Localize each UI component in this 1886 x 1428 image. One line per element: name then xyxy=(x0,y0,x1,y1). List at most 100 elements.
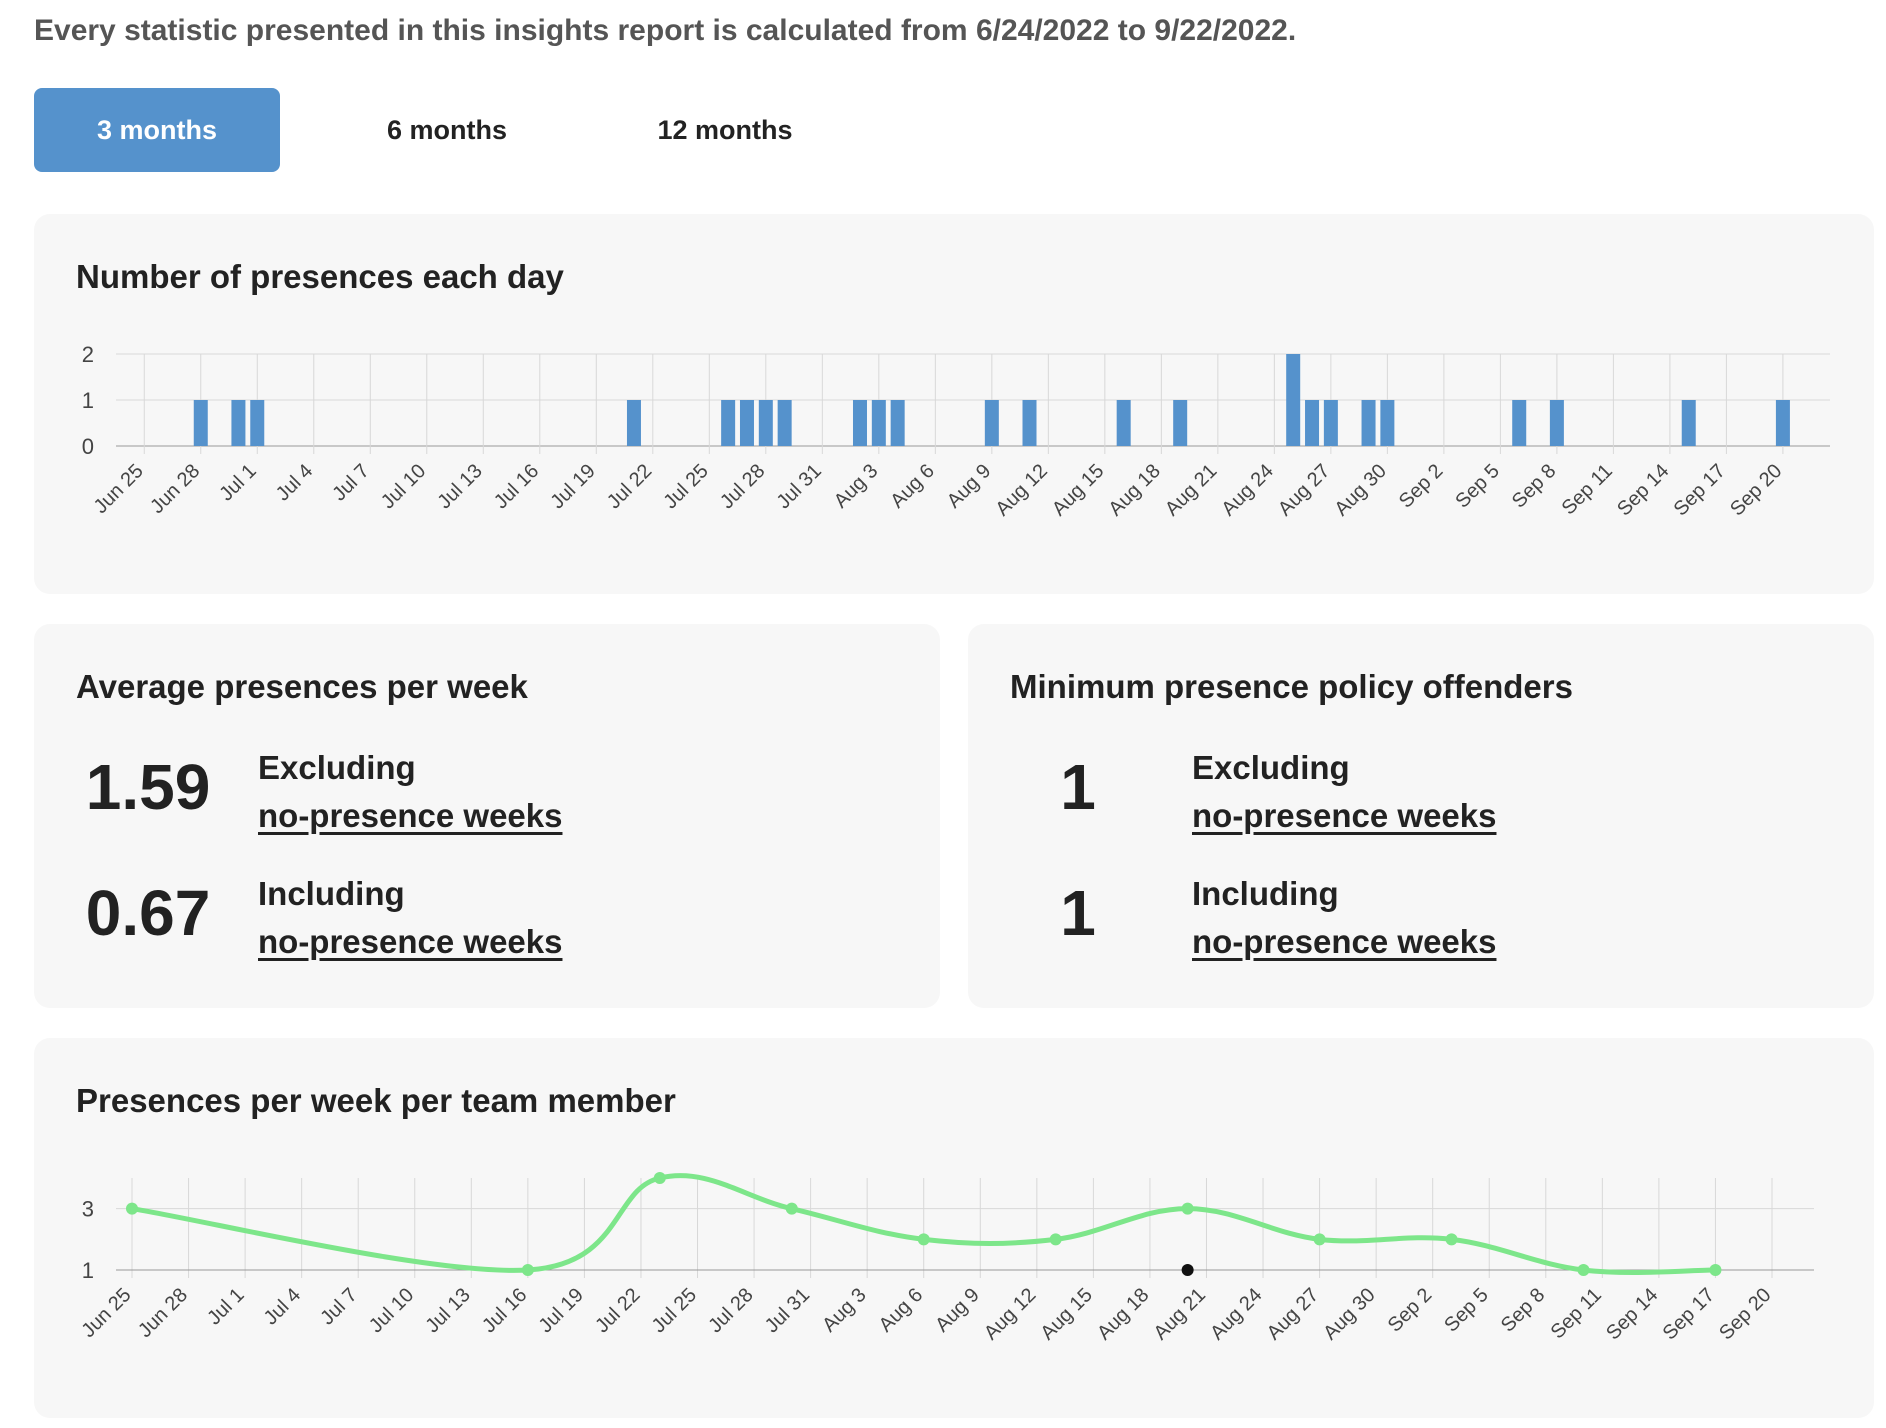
bar xyxy=(1286,354,1301,446)
average-excluding-value: 1.59 xyxy=(85,751,211,823)
x-tick-label: Jul 16 xyxy=(478,1284,531,1337)
x-tick-label: Jun 25 xyxy=(90,460,148,518)
data-point xyxy=(1577,1264,1590,1276)
x-tick-label: Jul 4 xyxy=(260,1284,305,1329)
x-tick-label: Aug 3 xyxy=(818,1284,871,1337)
bar xyxy=(193,400,208,446)
daily-chart-title: Number of presences each day xyxy=(76,258,564,295)
offenders-including-value: 1 xyxy=(1060,877,1096,949)
x-tick-label: Sep 20 xyxy=(1726,460,1786,520)
report-intro: Every statistic presented in this insigh… xyxy=(34,14,1297,47)
x-tick-label: Sep 11 xyxy=(1547,1284,1606,1343)
bar xyxy=(890,400,905,446)
offenders-excluding-label: Excluding no-presence weeks xyxy=(1192,744,1496,840)
bar xyxy=(721,400,736,446)
tab-6-months[interactable]: 6 months xyxy=(386,115,507,145)
tab-12-months[interactable]: 12 months xyxy=(657,115,793,145)
x-tick-label: Sep 8 xyxy=(1497,1284,1550,1337)
x-tick-label: Sep 2 xyxy=(1395,460,1448,513)
x-tick-label: Sep 8 xyxy=(1508,460,1561,513)
data-point xyxy=(1445,1233,1458,1246)
x-tick-label: Aug 9 xyxy=(943,460,996,513)
x-tick-label: Jul 25 xyxy=(648,1284,701,1337)
daily-presences-card: Number of presences each day 0 1 2 Jun 25 Ju… xyxy=(34,214,1874,594)
x-tick-label: Aug 27 xyxy=(1274,460,1334,520)
x-tick-label: Sep 14 xyxy=(1613,460,1673,520)
x-tick-label: Jul 10 xyxy=(377,460,430,513)
y-tick-label: 0 xyxy=(82,434,94,459)
x-tick-label: Sep 5 xyxy=(1451,460,1504,513)
x-tick-label: Sep 5 xyxy=(1440,1284,1493,1337)
offenders-card-title: Minimum presence policy offenders xyxy=(1010,668,1573,705)
data-point xyxy=(126,1202,138,1215)
x-tick-label: Aug 12 xyxy=(980,1284,1040,1344)
including-text: Including xyxy=(1192,875,1339,912)
bar xyxy=(852,400,867,446)
x-tick-label: Aug 24 xyxy=(1206,1284,1266,1344)
bar xyxy=(250,400,265,446)
average-card-title: Average presences per week xyxy=(76,668,528,705)
x-tick-label: Aug 24 xyxy=(1218,460,1278,520)
bar xyxy=(231,400,246,446)
x-tick-label: Jul 4 xyxy=(272,460,317,505)
series-line xyxy=(131,1173,1716,1275)
no-presence-weeks-link[interactable]: no-presence weeks xyxy=(258,797,563,834)
bar xyxy=(1361,400,1376,446)
x-tick-label: Jul 28 xyxy=(716,460,769,513)
data-point xyxy=(653,1172,666,1184)
average-excluding-label: Excluding no-presence weeks xyxy=(258,744,562,840)
x-tick-label: Sep 2 xyxy=(1384,1284,1437,1337)
bar xyxy=(1775,400,1790,446)
x-tick-label: Jul 10 xyxy=(365,1284,418,1337)
x-tick-label: Sep 14 xyxy=(1602,1284,1662,1344)
x-tick-label: Jul 1 xyxy=(203,1284,248,1329)
x-tick-label: Aug 30 xyxy=(1331,460,1391,520)
x-tick-label: Aug 6 xyxy=(886,460,939,513)
x-tick-label: Jul 13 xyxy=(434,460,487,513)
offenders-excluding-value: 1 xyxy=(1060,751,1096,823)
bar xyxy=(1173,400,1188,446)
x-tick-label: Jul 19 xyxy=(535,1284,588,1337)
weekly-presences-card: Presences per week per team member 1 3 Jun… xyxy=(34,1038,1874,1418)
y-tick-label: 3 xyxy=(82,1197,94,1222)
x-tick-label: Jul 19 xyxy=(547,460,600,513)
no-presence-weeks-link[interactable]: no-presence weeks xyxy=(1192,923,1497,960)
no-presence-weeks-link[interactable]: no-presence weeks xyxy=(258,923,563,960)
no-presence-weeks-link[interactable]: no-presence weeks xyxy=(1192,797,1497,834)
y-tick-label: 1 xyxy=(82,1258,94,1283)
x-tick-label: Jul 31 xyxy=(773,460,826,513)
average-including-label: Including no-presence weeks xyxy=(258,870,562,966)
x-tick-label: Aug 30 xyxy=(1319,1284,1379,1344)
x-tick-label: Aug 9 xyxy=(931,1284,984,1337)
data-point xyxy=(521,1264,534,1276)
x-tick-label: Jun 28 xyxy=(146,460,204,518)
data-point xyxy=(785,1202,798,1215)
excluding-text: Excluding xyxy=(1192,749,1350,786)
x-tick-label: Aug 15 xyxy=(1048,460,1108,520)
x-tick-label: Aug 18 xyxy=(1093,1284,1153,1344)
x-tick-label: Jul 13 xyxy=(422,1284,475,1337)
bar xyxy=(871,400,886,446)
data-point xyxy=(1049,1233,1062,1246)
marker-point xyxy=(1181,1264,1194,1276)
x-tick-label: Sep 17 xyxy=(1659,1284,1719,1344)
x-tick-label: Jul 22 xyxy=(603,460,656,513)
tab-3-months[interactable]: 3 months xyxy=(34,88,280,172)
bar xyxy=(1512,400,1527,446)
excluding-text: Excluding xyxy=(258,749,416,786)
bar xyxy=(1380,400,1395,446)
x-tick-label: Jul 22 xyxy=(591,1284,644,1337)
bar xyxy=(1022,400,1037,446)
bar xyxy=(777,400,792,446)
x-tick-label: Jul 31 xyxy=(761,1284,814,1337)
x-tick-label: Jul 28 xyxy=(704,1284,757,1337)
bar xyxy=(1323,400,1338,446)
average-presences-card: Average presences per week 1.59 Excludin… xyxy=(34,624,940,1008)
bar xyxy=(1116,400,1131,446)
x-tick-label: Aug 15 xyxy=(1037,1284,1097,1344)
x-tick-label: Aug 18 xyxy=(1105,460,1165,520)
offenders-including-label: Including no-presence weeks xyxy=(1192,870,1496,966)
weekly-chart-title: Presences per week per team member xyxy=(76,1082,676,1119)
